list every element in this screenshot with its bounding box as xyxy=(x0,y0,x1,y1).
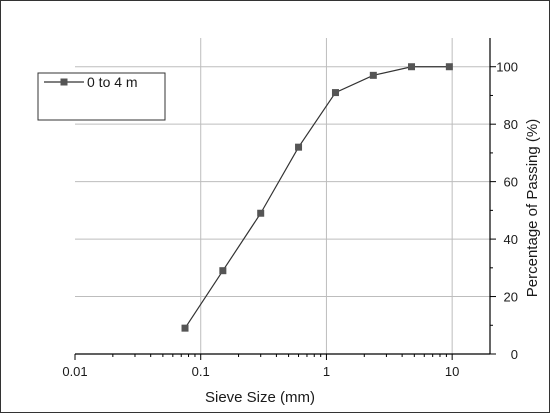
x-tick-label: 1 xyxy=(323,364,330,379)
y-axis-label: Percentage of Passing (%) xyxy=(524,119,541,297)
series-line xyxy=(184,66,450,329)
y-tick-label: 20 xyxy=(504,290,518,305)
data-point xyxy=(369,71,377,79)
legend-marker xyxy=(60,78,68,86)
legend-box xyxy=(37,72,166,121)
y-tick-label: 80 xyxy=(504,117,518,132)
data-point xyxy=(181,324,189,332)
y-tick-label: 60 xyxy=(504,175,518,190)
data-point xyxy=(257,209,265,217)
x-tick-label: 0.1 xyxy=(192,364,210,379)
grid xyxy=(75,38,490,354)
legend-label: 0 to 4 m xyxy=(87,74,138,90)
data-point xyxy=(408,63,416,71)
x-tick-label: 10 xyxy=(445,364,459,379)
data-point xyxy=(331,89,339,97)
data-point xyxy=(219,267,227,275)
series-layer xyxy=(181,63,453,332)
y-tick-label: 100 xyxy=(496,60,518,75)
data-point xyxy=(445,63,453,71)
y-tick-label: 40 xyxy=(504,232,518,247)
x-tick-label: 0.01 xyxy=(62,364,87,379)
legend: 0 to 4 m xyxy=(37,72,166,121)
x-axis-label: Sieve Size (mm) xyxy=(205,389,315,406)
y-tick-label: 0 xyxy=(511,347,518,362)
data-point xyxy=(295,143,303,151)
